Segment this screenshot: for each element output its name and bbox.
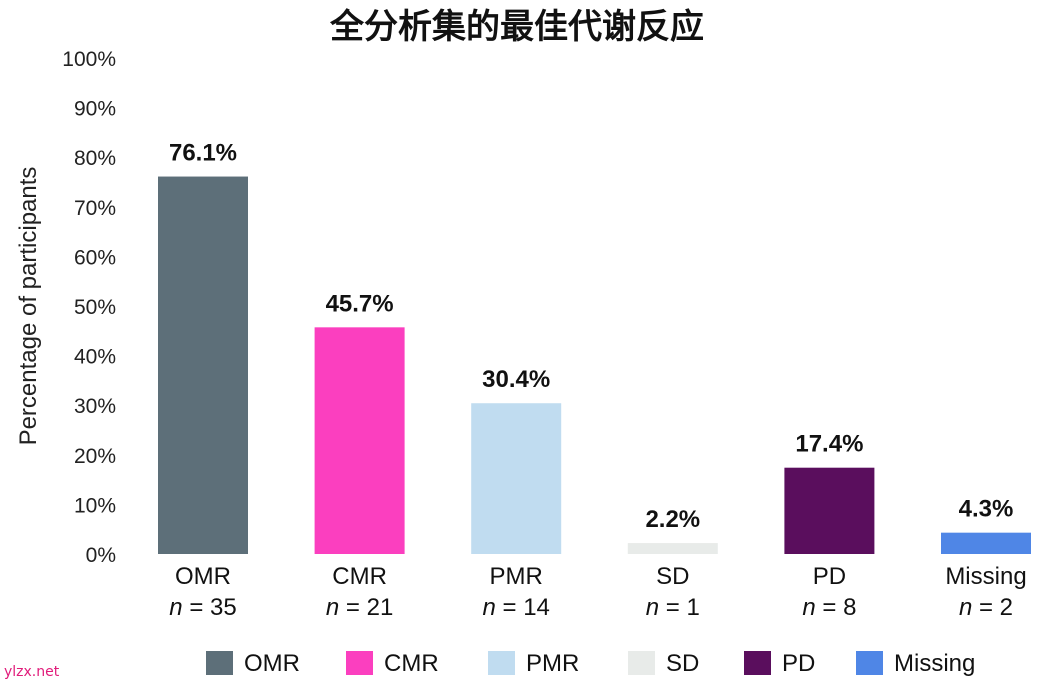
y-tick-label: 40%: [74, 346, 116, 369]
legend-label-omr: OMR: [244, 650, 300, 677]
bar-sd: [627, 543, 718, 554]
y-tick-label: 10%: [74, 494, 116, 517]
data-label: 45.7%: [326, 290, 394, 317]
legend-swatch-sd: [628, 651, 655, 675]
legend-label-pd: PD: [782, 650, 815, 677]
bars: 76.1% 45.7% 30.4% 2.2% 17.4% 4.3%: [158, 140, 1031, 554]
bar-omr: [158, 176, 248, 554]
data-label: 30.4%: [482, 366, 550, 393]
legend-label-missing: Missing: [894, 650, 975, 677]
y-tick-label: 100%: [62, 48, 116, 71]
legend-swatch-cmr: [346, 651, 373, 675]
y-tick-label: 20%: [74, 445, 116, 468]
y-tick-label: 90%: [74, 98, 116, 121]
bar-pmr: [471, 403, 562, 554]
x-tick-sublabel: n = 2: [959, 594, 1013, 621]
y-tick-label: 70%: [74, 197, 116, 220]
legend-swatch-omr: [206, 651, 233, 675]
legend-label-pmr: PMR: [526, 650, 579, 677]
legend: OMR CMR PMR SD PD Missing: [206, 650, 975, 677]
data-label: 4.3%: [959, 496, 1014, 523]
legend-label-cmr: CMR: [384, 650, 439, 677]
x-tick-label: PD: [813, 563, 846, 590]
x-tick-label: CMR: [332, 563, 387, 590]
legend-swatch-missing: [856, 651, 883, 675]
x-tick-label: OMR: [175, 563, 231, 590]
y-tick-label: 50%: [74, 296, 116, 319]
x-tick-sublabel: n = 35: [169, 594, 236, 621]
legend-swatch-pd: [744, 651, 771, 675]
watermark: ylzx.net: [4, 664, 60, 680]
data-label: 76.1%: [169, 140, 237, 167]
legend-label-sd: SD: [666, 650, 699, 677]
y-axis-ticks: 0% 10% 20% 30% 40% 50% 60% 70% 80% 90% 100%: [62, 48, 116, 567]
legend-swatch-pmr: [488, 651, 515, 675]
x-tick-sublabel: n = 21: [326, 594, 393, 621]
y-tick-label: 0%: [86, 544, 116, 567]
data-label: 2.2%: [645, 506, 700, 533]
x-tick-label: SD: [656, 563, 689, 590]
x-tick-label: Missing: [945, 563, 1026, 590]
chart-title: 全分析集的最佳代谢反应: [329, 7, 704, 47]
y-axis-label: Percentage of participants: [15, 167, 42, 446]
bar-pd: [784, 467, 875, 554]
x-tick-sublabel: n = 1: [646, 594, 700, 621]
bar-cmr: [314, 327, 405, 554]
x-axis-labels: OMR n = 35 CMR n = 21 PMR n = 14 SD n = 1 PD n = …: [169, 563, 1026, 621]
y-tick-label: 30%: [74, 395, 116, 418]
y-tick-label: 60%: [74, 246, 116, 269]
x-tick-sublabel: n = 14: [482, 594, 549, 621]
x-tick-label: PMR: [490, 563, 543, 590]
bar-missing: [941, 532, 1031, 554]
x-tick-sublabel: n = 8: [802, 594, 856, 621]
y-tick-label: 80%: [74, 147, 116, 170]
data-label: 17.4%: [795, 431, 863, 458]
